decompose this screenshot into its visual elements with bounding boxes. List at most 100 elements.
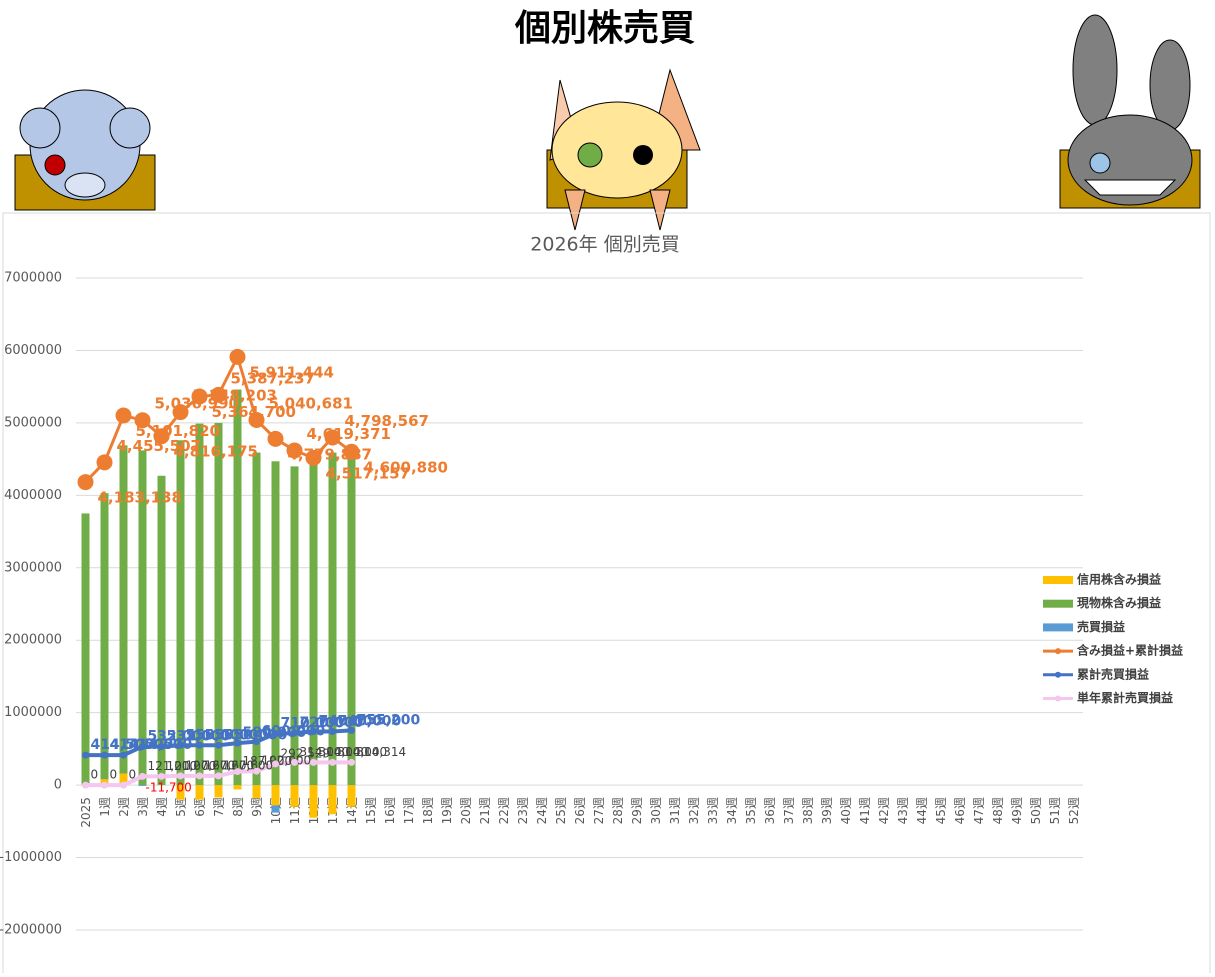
bar-segment <box>271 785 280 806</box>
bar-segment <box>100 493 109 780</box>
point <box>196 741 203 749</box>
x-tick-label: 26週 <box>573 797 587 824</box>
legend-swatch <box>1043 623 1073 632</box>
data-label: 4,517,157 <box>326 464 410 482</box>
chart-frame <box>2 212 1211 977</box>
x-tick-label: 35週 <box>744 797 758 824</box>
x-tick-label: 7週 <box>212 797 226 817</box>
data-label: 710,000 <box>281 716 345 732</box>
x-tick-label: 43週 <box>896 797 910 824</box>
data-label: 550,000 <box>224 727 288 743</box>
bar-segment <box>157 475 166 786</box>
bar-segment <box>328 452 337 786</box>
bar-segment <box>214 422 223 786</box>
x-tick-label: 5週 <box>174 797 188 817</box>
x-tick-label: 50週 <box>1029 797 1043 824</box>
point <box>177 741 184 749</box>
point <box>310 758 317 766</box>
data-label: 550,000 <box>205 727 269 743</box>
data-label: 0 <box>91 768 99 782</box>
mascot-rabbit <box>1059 14 1201 209</box>
y-tick-label: 5000000 <box>4 415 62 430</box>
bar-segment <box>195 423 204 786</box>
data-label: 127,600 <box>205 758 255 772</box>
x-tick-label: 18週 <box>421 797 435 824</box>
data-label: 532,000 <box>167 729 231 745</box>
x-tick-label: 41週 <box>858 797 872 824</box>
data-label: 0 <box>129 768 137 782</box>
point <box>291 758 298 766</box>
data-label: 532,000 <box>148 729 212 745</box>
data-label: 755,200 <box>357 712 421 728</box>
point <box>343 443 360 460</box>
x-tick-label: 9週 <box>250 797 264 817</box>
x-tick-label: 24週 <box>535 797 549 824</box>
data-label: 127,600 <box>186 758 236 772</box>
y-tick-label: 6000000 <box>4 343 62 358</box>
bar-segment <box>271 805 280 813</box>
data-label: 550,000 <box>186 727 250 743</box>
point <box>348 758 355 766</box>
legend-label: 売買損益 <box>1077 619 1125 634</box>
legend-label: 信用株含み損益 <box>1077 572 1161 587</box>
point <box>172 404 189 421</box>
legend-label: 累計売買損益 <box>1077 666 1149 681</box>
legend-label: 単年累計売買損益 <box>1077 690 1173 705</box>
point <box>196 772 203 780</box>
point <box>96 454 113 471</box>
point <box>234 768 241 776</box>
point <box>101 751 108 759</box>
x-tick-label: 38週 <box>801 797 815 824</box>
point <box>177 772 184 780</box>
point <box>272 730 279 738</box>
data-label: 414,500 <box>91 737 155 753</box>
point <box>253 738 260 746</box>
x-tick-label: 25週 <box>554 797 568 824</box>
bar-segment <box>290 785 299 807</box>
x-tick-label: 19週 <box>440 797 454 824</box>
y-tick-label: 4000000 <box>4 488 62 503</box>
bar-segment <box>176 785 185 800</box>
x-tick-label: 48週 <box>991 797 1005 824</box>
data-label: 740,000 <box>319 714 383 730</box>
mascot-fox <box>546 68 701 231</box>
x-tick-label: 3週 <box>136 797 150 817</box>
x-tick-label: 32週 <box>687 797 701 824</box>
bar-segment <box>328 785 337 815</box>
bar-segment <box>347 458 356 786</box>
x-tick-label: 23週 <box>516 797 530 824</box>
bar-segment <box>81 513 90 785</box>
point <box>253 767 260 775</box>
data-label: 720,000 <box>300 715 364 731</box>
bar-segment <box>309 457 318 786</box>
x-tick-label: 4週 <box>155 797 169 817</box>
x-tick-label: 31週 <box>668 797 682 824</box>
x-tick-label: 40週 <box>839 797 853 824</box>
x-tick-label: 17週 <box>402 797 416 824</box>
bar-segment <box>233 389 242 786</box>
point <box>215 741 222 749</box>
point <box>158 772 165 780</box>
bar-segment <box>195 785 204 800</box>
point <box>120 751 127 759</box>
point <box>139 743 146 751</box>
legend-swatch <box>1055 648 1061 655</box>
legend-swatch <box>1055 695 1061 702</box>
y-tick-label: -1000000 <box>0 850 62 865</box>
point <box>82 781 89 789</box>
point <box>153 428 170 445</box>
x-tick-label: 2週 <box>117 797 131 817</box>
point <box>272 760 279 768</box>
point <box>267 430 284 447</box>
x-tick-label: 28週 <box>611 797 625 824</box>
x-tick-label: 34週 <box>725 797 739 824</box>
data-label: 4,455,507 <box>117 437 201 455</box>
point <box>291 729 298 737</box>
legend-swatch <box>1043 576 1073 584</box>
bar-segment <box>252 452 261 786</box>
legend-label: 含み損益+累計損益 <box>1077 643 1183 658</box>
data-label: 4,798,567 <box>345 412 429 430</box>
x-tick-label: 1週 <box>98 797 112 817</box>
data-label: 4,816,175 <box>174 443 258 461</box>
y-tick-label: 2000000 <box>4 633 62 648</box>
